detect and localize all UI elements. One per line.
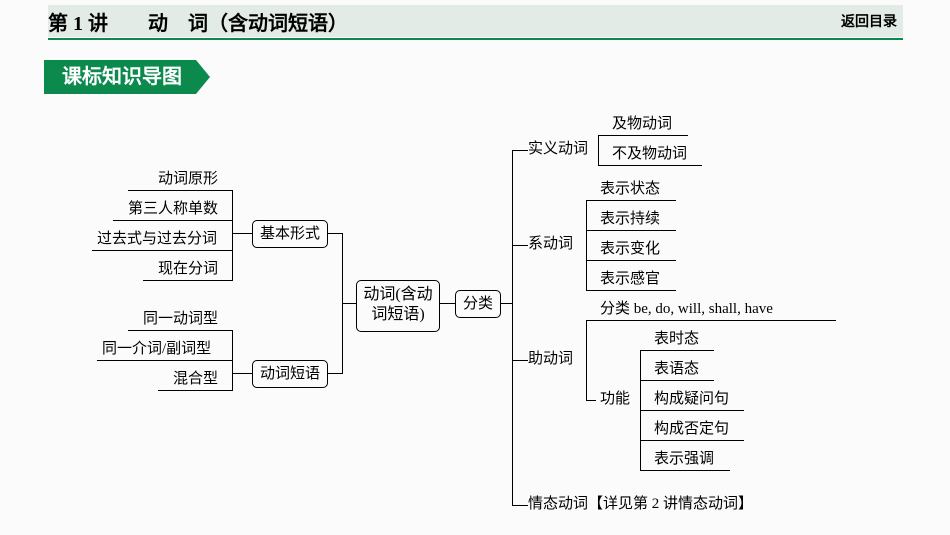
c2-2: 表示变化 (600, 238, 660, 261)
c3-sub: 功能 (600, 388, 630, 411)
l1-2: 过去式与过去分词 (97, 228, 217, 251)
l1-3: 现在分词 (158, 258, 218, 281)
c2-0: 表示状态 (600, 178, 660, 201)
c2-1: 表示持续 (600, 208, 660, 231)
c1-0: 及物动词 (612, 113, 672, 136)
node-basic-form: 基本形式 (252, 220, 328, 248)
node-center-l2: 词短语) (357, 305, 439, 325)
l2-0: 同一动词型 (143, 308, 218, 331)
cat4: 情态动词【详见第 2 讲情态动词】 (528, 493, 753, 516)
c3-1: 表语态 (654, 358, 699, 381)
cat3-name: 助动词 (528, 348, 573, 371)
l1-1: 第三人称单数 (128, 198, 218, 221)
l2-1: 同一介词/副词型 (102, 338, 211, 361)
node-center-l1: 动词(含动 (357, 285, 439, 305)
cat2-name: 系动词 (528, 233, 573, 256)
c1-1: 不及物动词 (612, 143, 687, 166)
concept-diagram: 动词(含动 词短语) 分类 基本形式 动词短语 动词原形 第三人称单数 过去式与… (0, 0, 950, 535)
c3-top: 分类 be, do, will, shall, have (600, 298, 773, 321)
c3-2: 构成疑问句 (654, 388, 729, 411)
node-class: 分类 (455, 290, 501, 318)
node-center: 动词(含动 词短语) (356, 280, 440, 332)
l2-2: 混合型 (173, 368, 218, 391)
c3-3: 构成否定句 (654, 418, 729, 441)
cat1-name: 实义动词 (528, 138, 588, 161)
node-verb-phrase: 动词短语 (252, 360, 328, 388)
c2-3: 表示感官 (600, 268, 660, 291)
c3-4: 表示强调 (654, 448, 714, 471)
c3-0: 表时态 (654, 328, 699, 351)
l1-0: 动词原形 (158, 168, 218, 191)
